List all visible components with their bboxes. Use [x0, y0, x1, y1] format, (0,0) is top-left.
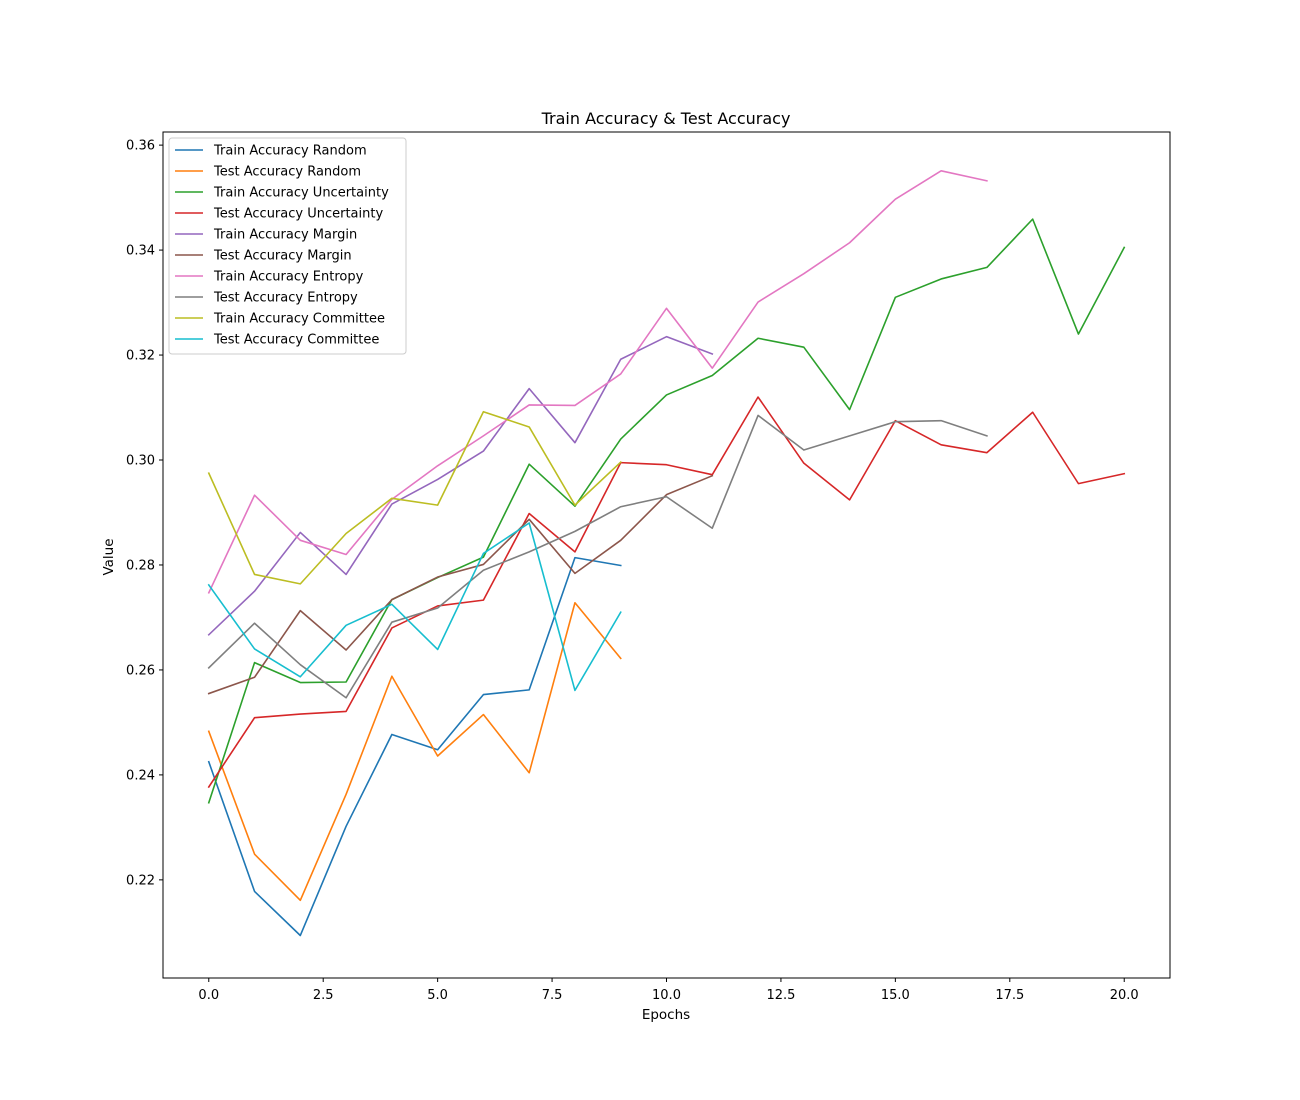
legend-label-test-accuracy-random: Test Accuracy Random — [213, 165, 361, 180]
legend-label-train-accuracy-margin: Train Accuracy Margin — [213, 228, 357, 243]
legend-label-train-accuracy-random: Train Accuracy Random — [213, 144, 367, 159]
series-line-train-accuracy-entropy — [207, 170, 988, 594]
legend-box — [168, 137, 407, 355]
series-line-train-accuracy-committee — [207, 410, 622, 585]
series-layer — [207, 170, 1126, 937]
series-line-train-accuracy-random — [207, 556, 622, 937]
x-tick-label: 10.0 — [652, 988, 681, 1003]
legend: Train Accuracy Random Test Accuracy Rando… — [168, 137, 407, 355]
series-line-train-accuracy-uncertainty — [207, 218, 1126, 804]
y-tick-label: 0.30 — [126, 454, 155, 469]
legend-label-test-accuracy-uncertainty: Test Accuracy Uncertainty — [213, 207, 383, 222]
series-line-test-accuracy-random — [207, 601, 622, 902]
y-tick-label: 0.34 — [126, 244, 155, 259]
x-tick-label: 5.0 — [427, 988, 448, 1003]
x-tick-label: 12.5 — [766, 988, 795, 1003]
y-axis: 0.22 0.24 0.26 0.28 0.30 0.32 0.34 0.36 — [126, 139, 163, 888]
y-tick-label: 0.36 — [126, 139, 155, 154]
series-line-test-accuracy-margin — [207, 474, 714, 695]
legend-label-train-accuracy-committee: Train Accuracy Committee — [213, 312, 385, 327]
y-axis-label: Value — [101, 538, 117, 575]
series-line-test-accuracy-uncertainty — [207, 396, 1126, 789]
series-line-test-accuracy-committee — [207, 522, 622, 692]
legend-label-test-accuracy-margin: Test Accuracy Margin — [213, 249, 352, 264]
x-tick-label: 2.5 — [313, 988, 334, 1003]
y-tick-label: 0.28 — [126, 558, 155, 573]
y-tick-label: 0.32 — [126, 349, 155, 364]
x-tick-label: 17.5 — [995, 988, 1024, 1003]
x-tick-label: 20.0 — [1110, 988, 1139, 1003]
x-axis-label: Epochs — [642, 1007, 690, 1023]
legend-label-test-accuracy-entropy: Test Accuracy Entropy — [213, 291, 358, 306]
legend-label-test-accuracy-committee: Test Accuracy Committee — [213, 333, 379, 348]
y-tick-label: 0.22 — [126, 873, 155, 888]
legend-label-train-accuracy-entropy: Train Accuracy Entropy — [213, 270, 364, 285]
series-line-train-accuracy-margin — [207, 335, 714, 636]
x-tick-label: 15.0 — [881, 988, 910, 1003]
y-tick-label: 0.24 — [126, 768, 155, 783]
legend-label-train-accuracy-uncertainty: Train Accuracy Uncertainty — [213, 186, 389, 201]
x-tick-label: 7.5 — [542, 988, 563, 1003]
chart-title: Train Accuracy & Test Accuracy — [541, 109, 791, 128]
x-tick-label: 0.0 — [198, 988, 219, 1003]
x-axis: 0.0 2.5 5.0 7.5 10.0 12.5 15.0 17.5 20.0 — [198, 978, 1139, 1003]
series-line-test-accuracy-entropy — [207, 414, 988, 699]
y-tick-label: 0.26 — [126, 663, 155, 678]
